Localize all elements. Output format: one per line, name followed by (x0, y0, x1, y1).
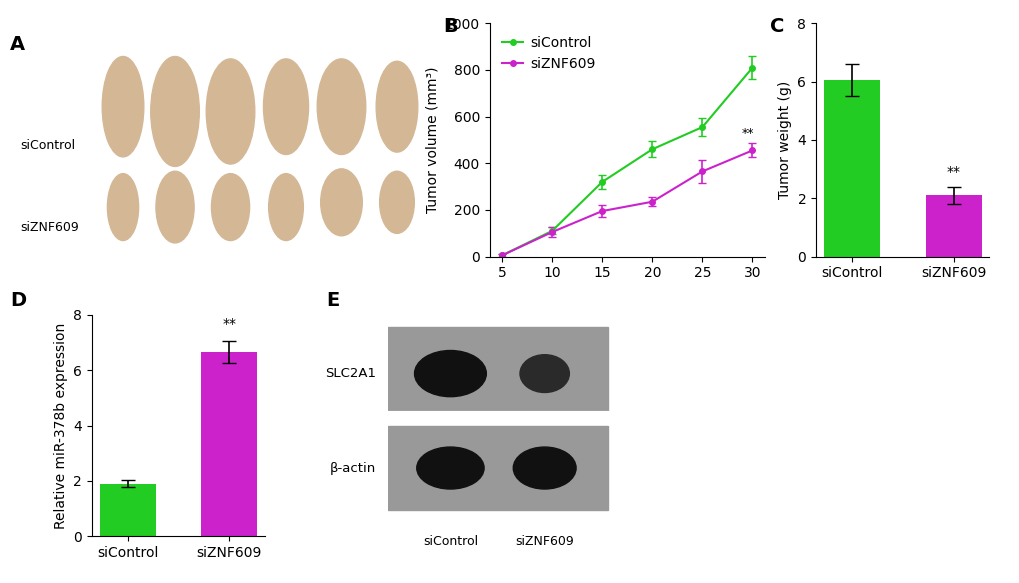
Text: E: E (326, 292, 339, 311)
Ellipse shape (107, 174, 139, 241)
Text: siZNF609: siZNF609 (20, 221, 79, 234)
Ellipse shape (520, 354, 569, 392)
Bar (387, 328, 607, 412)
Text: **: ** (741, 127, 753, 140)
Text: β-actin: β-actin (330, 462, 376, 475)
Y-axis label: Relative miR-378b expression: Relative miR-378b expression (54, 322, 67, 529)
Ellipse shape (513, 447, 576, 489)
Ellipse shape (320, 169, 362, 236)
Ellipse shape (376, 61, 418, 152)
Text: SLC2A1: SLC2A1 (325, 367, 376, 380)
Ellipse shape (156, 171, 194, 243)
Legend: siControl, siZNF609: siControl, siZNF609 (496, 30, 600, 76)
Bar (823, 80, 879, 257)
Ellipse shape (268, 174, 303, 241)
Ellipse shape (379, 171, 414, 233)
Text: A: A (10, 35, 25, 54)
Text: siControl: siControl (20, 139, 75, 152)
Y-axis label: Tumor weight (g): Tumor weight (g) (777, 81, 791, 199)
Ellipse shape (151, 57, 199, 167)
Ellipse shape (414, 350, 486, 396)
Bar (387, 426, 607, 510)
Ellipse shape (102, 57, 144, 157)
Text: **: ** (222, 317, 236, 331)
Text: siControl: siControl (423, 535, 478, 548)
Bar (100, 484, 156, 536)
Bar (201, 352, 257, 536)
Text: C: C (769, 17, 784, 37)
Ellipse shape (417, 447, 484, 489)
Ellipse shape (206, 59, 255, 164)
Ellipse shape (263, 59, 309, 154)
Text: **: ** (946, 165, 960, 180)
Text: siZNF609: siZNF609 (515, 535, 574, 548)
Text: D: D (10, 292, 26, 311)
Bar (924, 195, 980, 257)
Y-axis label: Tumor volume (mm³): Tumor volume (mm³) (425, 66, 439, 213)
Text: B: B (443, 17, 458, 37)
Ellipse shape (211, 174, 250, 241)
Ellipse shape (317, 59, 366, 154)
